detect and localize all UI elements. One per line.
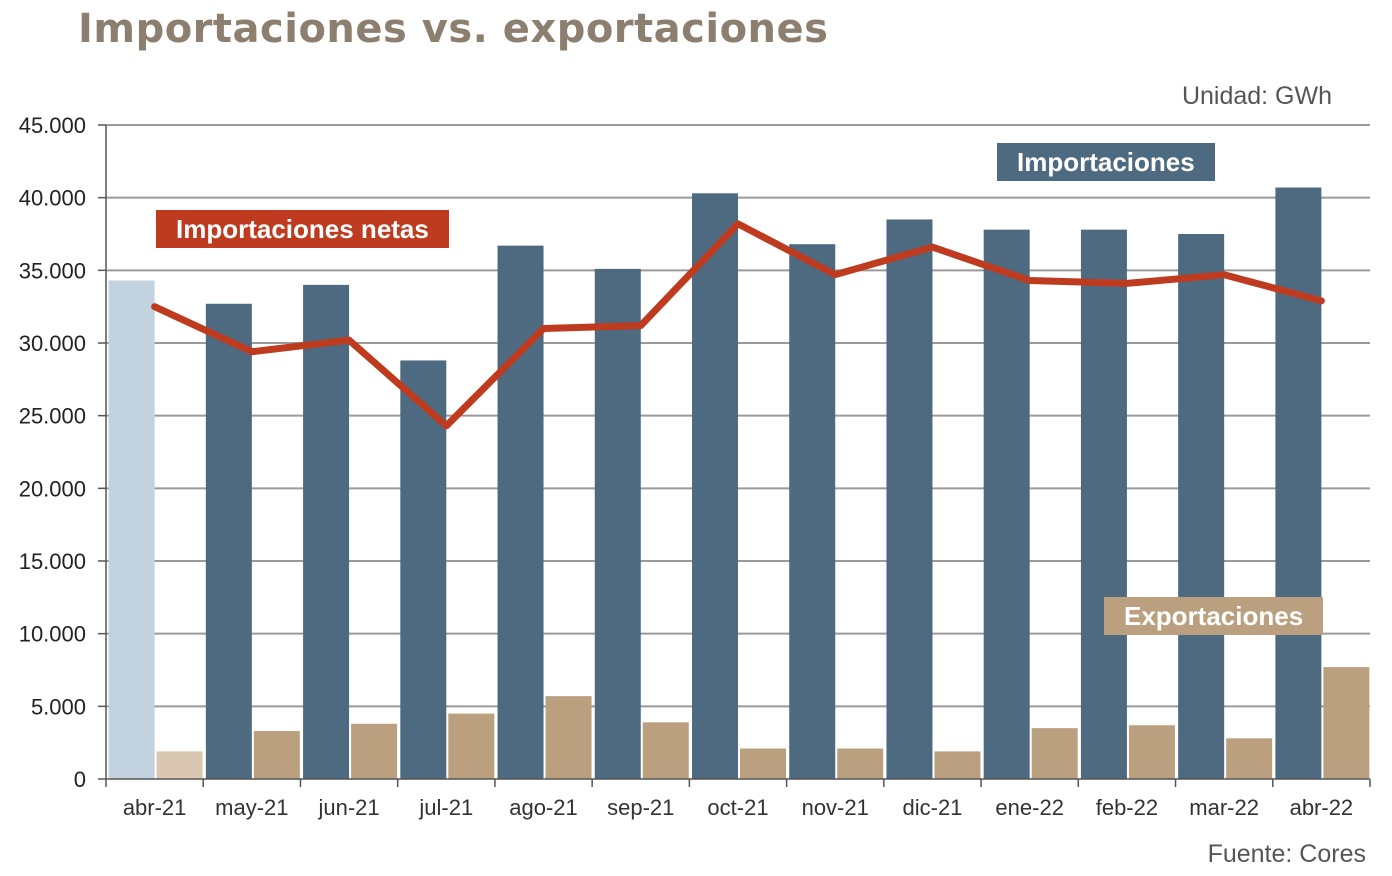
export-bar xyxy=(934,751,981,779)
export-bar xyxy=(1323,667,1370,779)
export-bar xyxy=(156,751,203,779)
net-imports-point xyxy=(931,246,933,248)
chart-title: Importaciones vs. exportaciones xyxy=(78,6,829,52)
import-bar xyxy=(205,303,252,779)
net-imports-point xyxy=(1126,282,1128,284)
import-bar xyxy=(789,244,836,779)
x-tick-label: abr-22 xyxy=(1290,795,1354,820)
x-tick-label: dic-21 xyxy=(903,795,963,820)
net-imports-point xyxy=(1320,300,1322,302)
y-tick-label: 35.000 xyxy=(19,258,86,283)
y-tick-label: 40.000 xyxy=(19,186,86,211)
x-tick-label: nov-21 xyxy=(802,795,869,820)
export-bar xyxy=(837,748,884,779)
bars xyxy=(108,187,1370,780)
net-imports-point xyxy=(1223,274,1225,276)
x-tick-label: abr-21 xyxy=(123,795,187,820)
tick-labels: 0 5.000 10.000 15.000 20.000 25.000 30.000 35.0… xyxy=(19,113,1353,820)
net-imports-point xyxy=(445,425,447,427)
net-imports-point xyxy=(737,223,739,225)
x-tick-label: ene-22 xyxy=(995,795,1064,820)
export-bar xyxy=(253,731,300,779)
net-imports-point xyxy=(834,274,836,276)
import-bar xyxy=(400,360,447,779)
net-imports-point xyxy=(348,339,350,341)
y-tick-label: 0 xyxy=(74,767,86,792)
export-bar xyxy=(448,713,495,779)
x-tick-label: mar-22 xyxy=(1189,795,1259,820)
import-bar xyxy=(1178,234,1225,779)
export-bar xyxy=(642,722,689,779)
net-imports-point xyxy=(154,306,156,308)
x-tick-label: ago-21 xyxy=(509,795,578,820)
export-bar xyxy=(1128,725,1175,779)
import-bar xyxy=(983,229,1030,779)
export-bar xyxy=(1031,728,1078,779)
export-bar xyxy=(1226,738,1273,779)
import-bar xyxy=(108,280,155,779)
y-tick-label: 45.000 xyxy=(19,113,86,138)
y-tick-label: 10.000 xyxy=(19,622,86,647)
net-imports-point xyxy=(640,325,642,327)
axes xyxy=(98,124,1371,787)
y-tick-label: 20.000 xyxy=(19,476,86,501)
unit-label: Unidad: GWh xyxy=(1181,82,1332,110)
x-tick-label: sep-21 xyxy=(607,795,674,820)
export-bar xyxy=(740,748,786,779)
y-tick-label: 25.000 xyxy=(19,404,86,429)
import-bar xyxy=(1080,229,1127,779)
import-bar xyxy=(692,193,738,780)
export-bar xyxy=(351,723,398,779)
legend-importaciones-netas: Importaciones netas xyxy=(156,210,449,248)
y-tick-label: 5.000 xyxy=(31,694,86,719)
source-label: Fuente: Cores xyxy=(1207,840,1366,868)
net-imports-line-layer xyxy=(151,220,1325,430)
import-bar xyxy=(886,219,933,779)
x-tick-label: oct-21 xyxy=(707,795,768,820)
legend-exportaciones: Exportaciones xyxy=(1104,597,1324,635)
export-bar xyxy=(545,696,592,779)
import-bar xyxy=(594,268,641,779)
x-tick-label: feb-22 xyxy=(1096,795,1158,820)
x-tick-label: jun-21 xyxy=(317,795,379,820)
y-tick-label: 15.000 xyxy=(19,549,86,574)
legend-importaciones: Importaciones xyxy=(997,143,1215,181)
net-imports-point xyxy=(543,327,545,329)
import-bar xyxy=(1275,187,1322,779)
import-bar xyxy=(303,284,350,779)
net-imports-point xyxy=(1029,280,1031,282)
net-imports-point xyxy=(251,351,253,353)
import-bar xyxy=(497,245,544,780)
x-tick-label: may-21 xyxy=(215,795,288,820)
x-tick-label: jul-21 xyxy=(418,795,473,820)
y-tick-label: 30.000 xyxy=(19,331,86,356)
